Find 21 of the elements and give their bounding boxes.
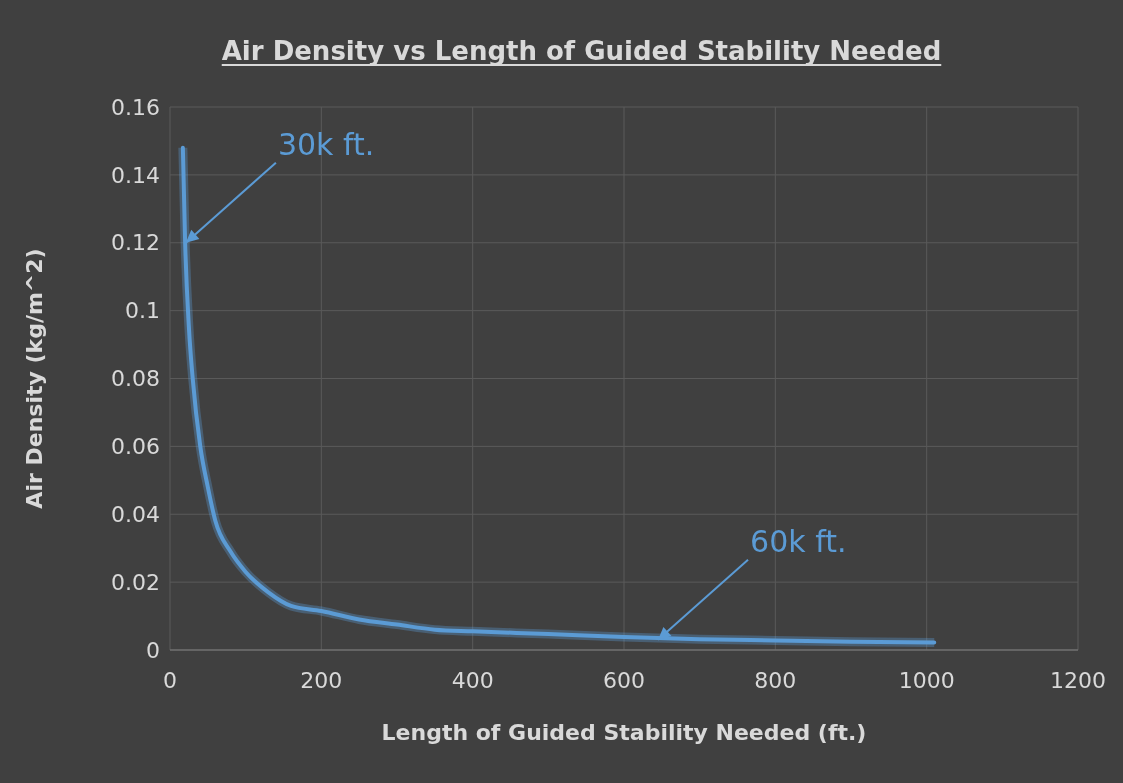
x-tick-label: 1200 xyxy=(1050,668,1106,693)
x-axis-title: Length of Guided Stability Needed (ft.) xyxy=(381,720,867,745)
x-tick-label: 200 xyxy=(300,668,343,693)
x-tick-label: 600 xyxy=(603,668,645,693)
x-tick-label: 400 xyxy=(451,668,494,693)
y-axis-title: Air Density (kg/m^2) xyxy=(22,248,47,509)
y-tick-label: 0.08 xyxy=(111,366,160,392)
y-tick-label: 0.12 xyxy=(111,230,160,256)
y-tick-label: 0.1 xyxy=(125,298,160,324)
y-tick-label: 0.02 xyxy=(111,569,160,595)
y-tick-label: 0.16 xyxy=(111,94,160,120)
y-tick-label: 0.04 xyxy=(111,501,160,527)
x-tick-label: 0 xyxy=(163,668,177,693)
annotation: 30k ft. xyxy=(277,126,375,162)
annotation: 60k ft. xyxy=(750,523,847,559)
chart-title: Air Density vs Length of Guided Stability Needed xyxy=(221,36,942,66)
y-tick-label: 0.14 xyxy=(111,162,160,188)
y-tick-label: 0.06 xyxy=(111,434,160,460)
x-tick-label: 800 xyxy=(754,668,797,693)
y-tick-label: 0 xyxy=(146,637,160,663)
x-tick-label: 1000 xyxy=(898,668,955,693)
